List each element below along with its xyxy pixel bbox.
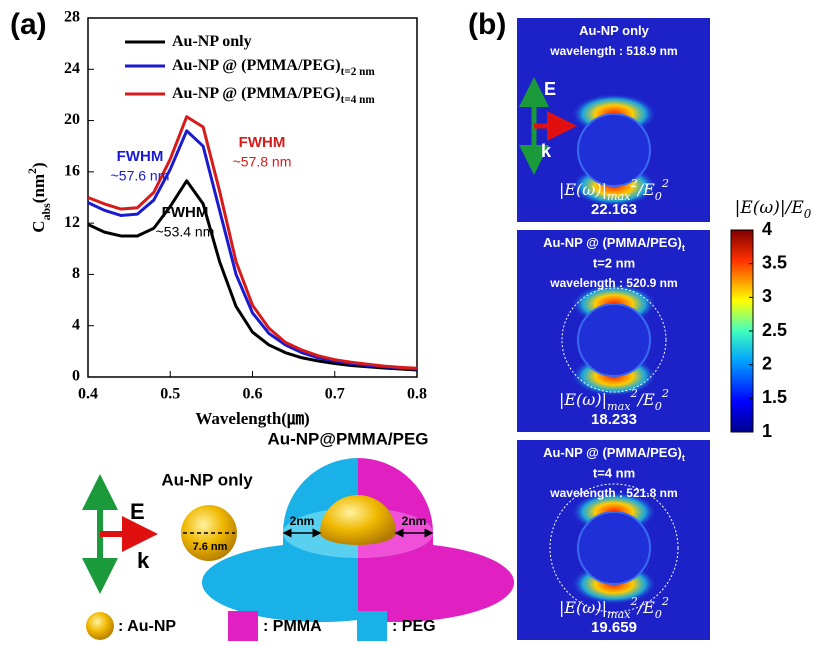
annotation: FWHM bbox=[162, 204, 209, 221]
map-title-main: Au-NP @ (PMMA/PEG) bbox=[543, 235, 682, 250]
map-formula-part: 2 bbox=[630, 387, 638, 400]
map-formula-part: /E bbox=[636, 390, 655, 409]
legend-sub: t=4 nm bbox=[341, 94, 376, 106]
legend-label: : PMMA bbox=[263, 618, 322, 635]
annotation: FWHM bbox=[239, 134, 286, 151]
map-title-main: Au-NP @ (PMMA/PEG) bbox=[543, 445, 682, 460]
colorbar-tick-label: 2.5 bbox=[762, 320, 787, 340]
particle bbox=[578, 114, 650, 186]
x-tick-label: 0.7 bbox=[325, 386, 345, 403]
map-formula-part: 2 bbox=[661, 177, 669, 190]
panel-label: (a) bbox=[10, 8, 47, 41]
e-label: E bbox=[544, 79, 556, 99]
k-label: k bbox=[137, 548, 150, 573]
diameter: 7.6 nm bbox=[193, 541, 228, 553]
map-title-sub: t bbox=[682, 453, 685, 463]
y-axis-label-part: (nm bbox=[29, 174, 48, 203]
map-value: 19.659 bbox=[591, 619, 637, 636]
colorbar-tick-label: 1.5 bbox=[762, 387, 787, 407]
y-tick-label: 28 bbox=[64, 9, 80, 26]
colorbar-tick-label: 3.5 bbox=[762, 252, 787, 272]
y-tick-label: 12 bbox=[64, 214, 80, 231]
panel-label: (b) bbox=[468, 8, 506, 41]
annotation: ~53.4 nm bbox=[156, 224, 215, 240]
k-label: k bbox=[541, 141, 552, 161]
x-tick-label: 0.6 bbox=[243, 386, 263, 403]
map-formula-part: 0 bbox=[655, 400, 662, 413]
map-title-sub: t bbox=[682, 243, 685, 253]
schematic-title: Au-NP@PMMA/PEG bbox=[267, 429, 428, 448]
map-formula-part: 2 bbox=[630, 595, 638, 608]
annotation: ~57.8 nm bbox=[233, 154, 292, 170]
schematic bbox=[86, 458, 514, 641]
colorbar-label: |E(ω)|/E0 bbox=[735, 198, 812, 222]
map-title: Au-NP only bbox=[579, 23, 650, 38]
y-axis-label-part: ) bbox=[29, 162, 48, 168]
y-tick-label: 4 bbox=[72, 316, 80, 333]
legend-label: : Au-NP bbox=[118, 618, 176, 635]
annotation: ~57.6 nm bbox=[111, 168, 170, 184]
annotation: FWHM bbox=[117, 148, 164, 165]
legend-label: : PEG bbox=[392, 618, 436, 635]
map-formula-part: /E bbox=[636, 598, 655, 617]
map-value: 22.163 bbox=[591, 201, 637, 218]
colorbar-tick-label: 4 bbox=[762, 219, 772, 239]
legend-name: Au-NP @ (PMMA/PEG) bbox=[172, 85, 341, 102]
colorbar-label-part: |E(ω)|/E bbox=[735, 198, 805, 218]
particle bbox=[578, 512, 650, 584]
map-thickness: t=2 nm bbox=[593, 255, 635, 270]
np-label: Au-NP only bbox=[161, 470, 253, 489]
legend-sub: t=2 nm bbox=[341, 66, 376, 78]
x-tick-label: 0.8 bbox=[407, 386, 427, 403]
map-formula-part: /E bbox=[636, 180, 655, 199]
figure: (a) (b) E k Au-NP only 7.6 nm Au-NP@PMMA… bbox=[0, 0, 823, 646]
y-axis-label-part: C bbox=[29, 220, 48, 232]
legend-label: Au-NP @ (PMMA/PEG)t=2 nm bbox=[172, 57, 375, 78]
x-tick-label: 0.5 bbox=[160, 386, 180, 403]
map-formula-part: 0 bbox=[655, 608, 662, 621]
particle bbox=[578, 304, 650, 376]
map-formula-part: 2 bbox=[630, 177, 638, 190]
map-title-main: Au-NP only bbox=[579, 23, 650, 38]
colorbar-tick-label: 1 bbox=[762, 421, 772, 441]
x-tick-label: 0.4 bbox=[78, 386, 98, 403]
colorbar-label-part: 0 bbox=[804, 207, 812, 221]
y-tick-label: 16 bbox=[64, 163, 80, 180]
y-tick-label: 0 bbox=[72, 368, 80, 385]
y-tick-label: 24 bbox=[64, 60, 80, 77]
map-formula-part: |E(ω)| bbox=[559, 180, 607, 199]
y-tick-label: 20 bbox=[64, 111, 80, 128]
map-formula-part: 2 bbox=[661, 387, 669, 400]
legend-name: Au-NP @ (PMMA/PEG) bbox=[172, 57, 341, 74]
y-tick-label: 8 bbox=[72, 265, 80, 282]
map-wavelength: wavelength : 520.9 nm bbox=[549, 276, 677, 290]
legend-name: Au-NP only bbox=[172, 33, 252, 50]
map-formula-part: 0 bbox=[655, 190, 662, 203]
map-formula-part: 2 bbox=[661, 595, 669, 608]
y-axis-label: Cabs(nm2) bbox=[25, 162, 53, 232]
y-axis-label-part: abs bbox=[39, 203, 53, 221]
map-formula-part: |E(ω)| bbox=[559, 390, 607, 409]
legend-label: Au-NP only bbox=[172, 33, 252, 50]
shell-label: 2nm bbox=[290, 514, 315, 528]
map-wavelength: wavelength : 521.8 nm bbox=[549, 486, 677, 500]
map-thickness: t=4 nm bbox=[593, 465, 635, 480]
map-wavelength: wavelength : 518.9 nm bbox=[549, 44, 677, 58]
shell-label: 2nm bbox=[402, 514, 427, 528]
map-value: 18.233 bbox=[591, 411, 637, 428]
x-axis-label: Wavelength(㎛) bbox=[195, 409, 309, 429]
legend-label: Au-NP @ (PMMA/PEG)t=4 nm bbox=[172, 85, 375, 106]
colorbar-tick-label: 3 bbox=[762, 286, 772, 306]
e-label: E bbox=[130, 499, 145, 524]
colorbar-tick-label: 2 bbox=[762, 353, 772, 373]
map-formula-part: |E(ω)| bbox=[559, 598, 607, 617]
